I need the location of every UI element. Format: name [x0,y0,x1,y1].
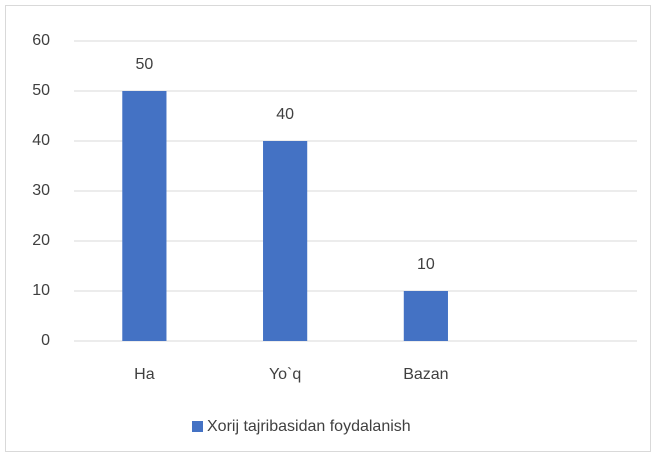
data-label: 10 [417,256,435,273]
bar [122,91,167,341]
y-tick-label: 0 [41,332,50,349]
y-tick-label: 10 [32,282,50,299]
y-tick-label: 30 [32,182,50,199]
x-tick-label: Ha [134,366,155,383]
x-tick-label: Bazan [403,366,448,383]
bar [403,291,448,341]
data-label: 40 [276,106,294,123]
legend-swatch [192,421,203,432]
bar [263,141,308,341]
chart-border [5,5,651,452]
y-tick-label: 20 [32,232,50,249]
data-label: 50 [135,56,153,73]
y-tick-label: 40 [32,132,50,149]
y-tick-label: 60 [32,32,50,49]
legend-label: Xorij tajribasidan foydalanish [207,418,411,435]
y-tick-label: 50 [32,82,50,99]
x-tick-label: Yo`q [269,366,301,383]
